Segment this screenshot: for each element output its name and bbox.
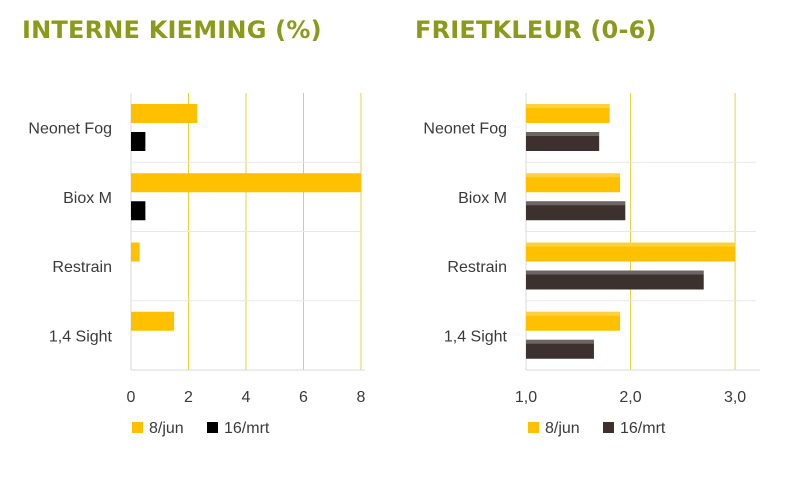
x-tick-label: 3,0	[724, 389, 746, 406]
bar-8-jun	[131, 242, 140, 262]
category-label: Biox M	[458, 190, 507, 207]
category-label: 1,4 Sight	[444, 328, 508, 345]
category-label: Neonet Fog	[423, 121, 507, 138]
bar-highlight	[526, 242, 736, 247]
x-tick-label: 2	[184, 389, 193, 406]
bar-16-mrt	[526, 201, 626, 221]
category-label: 1,4 Sight	[49, 328, 113, 345]
bar-8-jun	[131, 173, 361, 193]
bar-16-mrt	[131, 201, 146, 221]
legend-label: 16/mrt	[620, 420, 666, 437]
chart-panel-interne-kieming: INTERNE KIEMING (%) Neonet Fog Biox M Rest…	[22, 16, 366, 437]
bar-8-jun	[131, 311, 175, 331]
bar-8-jun	[526, 104, 610, 123]
x-tick-label: 8	[357, 389, 366, 406]
bar-highlight	[526, 339, 594, 344]
bar-highlight	[526, 201, 626, 206]
legend-swatch	[528, 422, 539, 433]
legend-label: 8/jun	[545, 420, 580, 437]
bar-highlight	[526, 173, 621, 178]
chart-frietkleur: Neonet Fog Biox M Restrain 1,4 Sight 1,0 2,0 3…	[423, 93, 760, 437]
chart-title: INTERNE KIEMING (%)	[22, 16, 322, 44]
legend-label: 16/mrt	[224, 420, 270, 437]
bar-16-mrt	[526, 339, 594, 359]
chart-panel-frietkleur: FRIETKLEUR (0-6) Neonet Fog Biox M Restrai…	[400, 0, 800, 483]
legend-swatch	[207, 422, 218, 433]
bar-highlight	[526, 104, 610, 108]
x-tick-label: 4	[242, 389, 251, 406]
category-label: Restrain	[447, 259, 507, 276]
x-tick-label: 2,0	[619, 389, 641, 406]
x-tick-label: 6	[299, 389, 308, 406]
bar-8-jun	[131, 104, 198, 123]
legend-label: 8/jun	[149, 420, 184, 437]
bar-highlight	[526, 270, 704, 275]
chart-title: FRIETKLEUR (0-6)	[415, 16, 657, 44]
bar-16-mrt	[526, 132, 600, 151]
legend-swatch	[603, 422, 614, 433]
bar-highlight	[526, 132, 600, 136]
bar-highlight	[526, 311, 621, 316]
category-label: Biox M	[63, 190, 112, 207]
chart-interne-kieming: Neonet Fog Biox M Restrain 1,4 Sight 0 2 4 6 8 8/…	[28, 93, 366, 437]
bar-8-jun	[526, 311, 621, 331]
bar-8-jun	[526, 173, 621, 193]
x-tick-label: 1,0	[515, 389, 537, 406]
legend-swatch	[132, 422, 143, 433]
bar-16-mrt	[131, 132, 146, 151]
category-label: Restrain	[52, 259, 112, 276]
bar-16-mrt	[526, 270, 704, 290]
x-tick-label: 0	[127, 389, 136, 406]
category-label: Neonet Fog	[28, 121, 112, 138]
bar-8-jun	[526, 242, 736, 262]
